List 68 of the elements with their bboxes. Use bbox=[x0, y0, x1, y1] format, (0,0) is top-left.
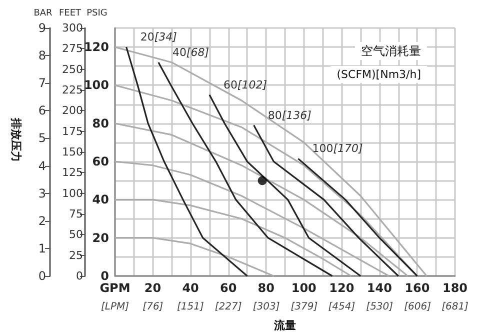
y3-tick-label: 0 bbox=[38, 269, 46, 283]
y2-tick-label: 75 bbox=[69, 208, 83, 220]
y2-tick-label: 25 bbox=[69, 248, 83, 262]
y3-tick-label: 4 bbox=[38, 158, 46, 173]
y2-tick-label: 100 bbox=[62, 186, 83, 200]
line-series bbox=[114, 237, 274, 277]
y2-tick-label: 200 bbox=[62, 104, 83, 118]
series-label: 80[136] bbox=[268, 108, 312, 122]
series-label: 40[68] bbox=[172, 46, 210, 59]
y3-axis-title: BAR bbox=[34, 8, 52, 18]
series-label: 20[34] bbox=[140, 30, 177, 44]
y3-tick-label: 3 bbox=[38, 186, 46, 200]
y2-tick-label: 300 bbox=[62, 22, 83, 34]
y2-axis-title: FEET bbox=[58, 8, 82, 18]
x2-tick-label: [227] bbox=[214, 302, 242, 312]
x2-tick-label: [454] bbox=[328, 302, 356, 312]
x-tick-label: 100 bbox=[291, 281, 316, 295]
annotation: 空气消耗量 bbox=[361, 44, 421, 58]
y3-tick-label: 8 bbox=[38, 48, 46, 63]
y2-tick-label: 275 bbox=[62, 42, 83, 56]
y2-tick-label: 225 bbox=[62, 84, 83, 96]
x-tick-label: 40 bbox=[182, 281, 199, 295]
x-tick-label: 60 bbox=[220, 281, 237, 295]
x-tick-label: 180 bbox=[442, 281, 468, 295]
line-series bbox=[297, 158, 418, 277]
y3-tick-label: 5 bbox=[38, 131, 46, 146]
y-axis-title: PSIG bbox=[86, 8, 108, 18]
line-series bbox=[208, 94, 362, 277]
line-series bbox=[114, 160, 390, 277]
y3-tick-label: 2 bbox=[38, 214, 46, 228]
y-tick-label: 0 bbox=[100, 269, 109, 283]
y2-tick-label: 175 bbox=[62, 124, 83, 138]
y-tick-label: 60 bbox=[92, 154, 109, 169]
line-series bbox=[114, 198, 352, 277]
x-tick-label: 80 bbox=[258, 281, 274, 295]
line-series bbox=[114, 122, 409, 277]
y3-tick-label: 9 bbox=[38, 21, 46, 35]
x2-tick-label: [151] bbox=[176, 302, 204, 312]
text: 排放压力 bbox=[10, 117, 22, 162]
x-tick-label: 160 bbox=[404, 281, 430, 295]
x-axis-title: 流量 bbox=[273, 319, 296, 332]
x2-tick-label: [681] bbox=[442, 302, 469, 312]
series-label: 60[102] bbox=[223, 78, 268, 92]
y3-tick-label: 6 bbox=[38, 104, 46, 118]
x-tick-label: GPM bbox=[100, 281, 130, 295]
y-tick-label: 20 bbox=[92, 230, 109, 245]
line-series bbox=[114, 46, 428, 277]
y-tick-label: 40 bbox=[92, 192, 109, 207]
y3-tick-label: 7 bbox=[38, 76, 46, 90]
x2-tick-label: [76] bbox=[142, 302, 164, 312]
x-tick-label: 140 bbox=[366, 281, 392, 295]
y2-tick-label: 50 bbox=[69, 228, 83, 242]
line-series bbox=[253, 124, 400, 277]
x2-tick-label: [606] bbox=[404, 302, 432, 312]
y2-tick-label: 125 bbox=[62, 166, 83, 180]
y-tick-label: 80 bbox=[92, 116, 109, 130]
x2-tick-label: [LPM] bbox=[100, 302, 130, 312]
y2-tick-label: 250 bbox=[62, 62, 83, 76]
series-label: 100[170] bbox=[312, 142, 363, 156]
x-tick-label: 20 bbox=[144, 281, 162, 295]
y3-tick-label: 1 bbox=[38, 241, 46, 256]
x2-tick-label: [379] bbox=[290, 302, 318, 312]
line-series bbox=[158, 62, 334, 277]
x2-tick-label: [530] bbox=[366, 302, 394, 312]
x-tick-label: 120 bbox=[329, 281, 354, 295]
x2-tick-label: [303] bbox=[252, 302, 280, 312]
annotation: (SCFM)[Nm3/h] bbox=[336, 68, 422, 81]
y2-tick-label: 150 bbox=[62, 146, 83, 158]
